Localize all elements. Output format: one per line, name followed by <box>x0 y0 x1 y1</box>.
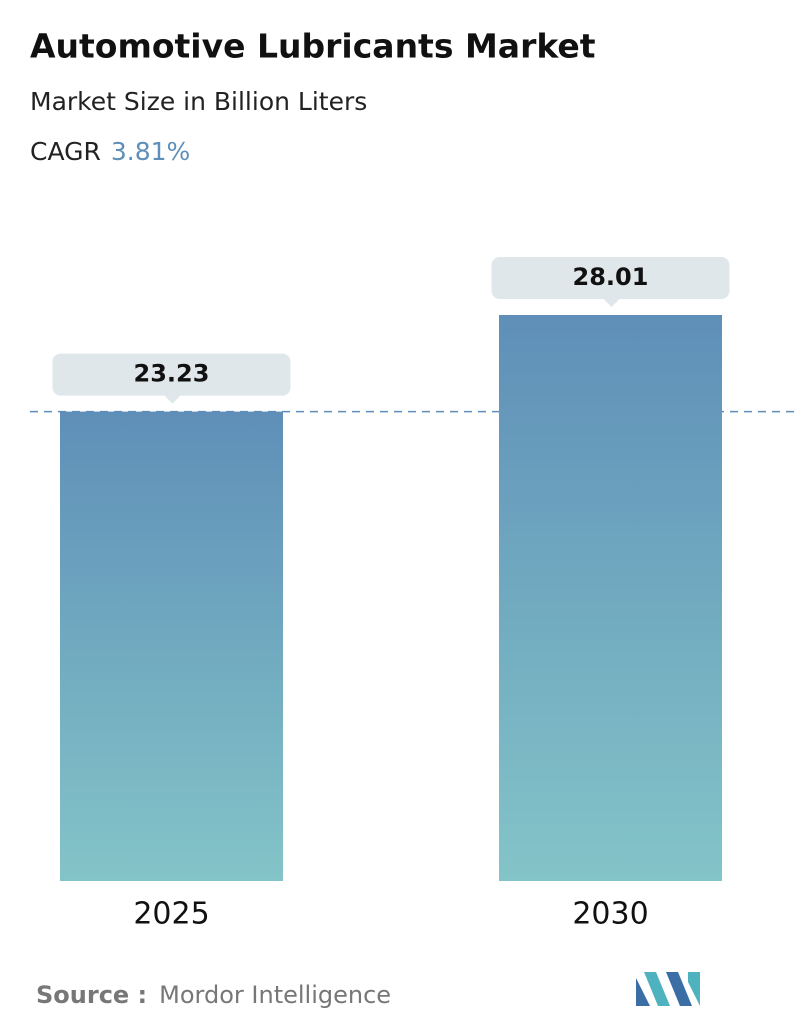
chart-subtitle: Market Size in Billion Liters <box>30 87 367 116</box>
x-tick-label: 2025 <box>133 897 209 932</box>
cagr-value: 3.81% <box>111 137 190 166</box>
label-box <box>52 353 291 404</box>
chart-title: Automotive Lubricants Market <box>30 27 596 66</box>
plot-area: 23.23 2025 28.01 2030 <box>30 257 796 932</box>
label-box <box>491 257 730 307</box>
value-label: 23.23 <box>134 360 210 388</box>
bar <box>60 411 283 881</box>
x-tick-label: 2030 <box>572 897 648 932</box>
logo <box>636 972 700 1006</box>
value-label: 28.01 <box>573 263 649 291</box>
source-text: Mordor Intelligence <box>159 981 391 1009</box>
cagr-label: CAGR <box>30 137 101 166</box>
bar <box>499 315 722 881</box>
source-label: Source : <box>36 981 147 1009</box>
